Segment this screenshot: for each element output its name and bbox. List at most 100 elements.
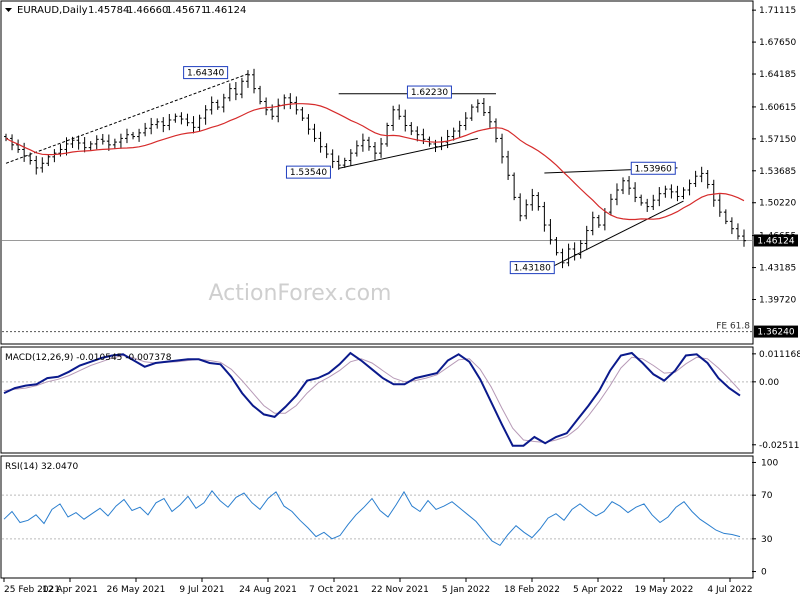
annotation-box-4 — [509, 261, 555, 275]
macd-indicator: 0.011168 0.00 -0.025117 — [2, 350, 800, 451]
price-bar — [614, 183, 619, 206]
rsi-line — [3, 489, 741, 547]
rsi-tick-label-3: 0 — [761, 568, 767, 578]
price-bar — [681, 187, 686, 200]
price-bar — [167, 113, 172, 131]
price-bar — [258, 85, 263, 105]
price-bar — [112, 138, 117, 149]
price-bar — [294, 96, 299, 115]
price-bar — [306, 114, 311, 135]
ohlc-low: 1.45671 — [166, 5, 207, 16]
time-tick-label-6: 22 Nov 2021 — [371, 585, 429, 595]
price-bar — [252, 68, 257, 94]
price-bar — [70, 136, 75, 148]
price-bar — [179, 112, 184, 125]
price-bar — [391, 105, 396, 131]
rsi-indicator: 100 70 30 0 — [2, 458, 778, 578]
trendlines — [5, 73, 684, 269]
time-tick-label-11: 4 Jul 2022 — [707, 585, 752, 595]
price-bar — [729, 217, 734, 235]
price-bar — [137, 128, 142, 142]
price-tick-label-8: 1.43185 — [759, 264, 796, 274]
time-tick-label-3: 9 Jul 2021 — [179, 585, 224, 595]
last-price-box — [754, 234, 798, 247]
fe-level-group: FE 61.8 1.36240 — [2, 322, 798, 338]
price-bar — [227, 83, 232, 102]
price-bar — [608, 193, 613, 216]
price-bar — [221, 93, 226, 113]
price-bar — [288, 93, 293, 110]
price-bar — [324, 143, 329, 159]
macd-label: MACD(12,26,9) -0.010545 -0.007378 — [5, 353, 172, 363]
price-bar — [524, 199, 529, 220]
price-bar — [64, 137, 69, 156]
dropdown-triangle-icon[interactable] — [5, 8, 12, 12]
price-bar — [318, 131, 323, 153]
price-bar — [94, 135, 99, 150]
price-bar — [155, 118, 160, 129]
price-bar — [233, 81, 238, 101]
price-bar — [354, 140, 359, 157]
watermark-text: ActionForex.com — [209, 281, 392, 306]
price-bar — [197, 114, 202, 132]
price-bar — [342, 157, 347, 168]
time-tick-label-5: 7 Oct 2021 — [309, 585, 359, 595]
time-tick-label-10: 19 May 2022 — [635, 585, 694, 595]
annotation-label-0: 1.64340 — [187, 69, 224, 79]
price-bar — [475, 99, 480, 113]
price-bar — [149, 117, 154, 135]
price-bar — [500, 133, 505, 164]
macd-tick-label-2: -0.025117 — [759, 441, 800, 451]
annotation-box-3 — [630, 161, 676, 175]
price-bar — [481, 98, 486, 117]
price-tick-label-2: 1.64185 — [759, 70, 796, 80]
price-bar — [723, 209, 728, 225]
ohlc-high: 1.46660 — [127, 5, 168, 16]
price-bar — [518, 193, 523, 222]
price-bar — [590, 211, 595, 236]
price-bar — [173, 113, 178, 123]
time-tick-label-7: 5 Jan 2022 — [442, 585, 490, 595]
price-bar — [554, 237, 559, 256]
price-bar — [40, 157, 45, 173]
price-bar — [282, 94, 287, 110]
price-bar — [379, 137, 384, 158]
price-bar — [469, 104, 474, 121]
price-bar — [693, 170, 698, 187]
price-axis: 1.71115 1.67650 1.64185 1.60615 1.57150 1.536… — [752, 6, 796, 305]
annotation-label-2: 1.53540 — [290, 168, 327, 178]
price-bar — [300, 107, 305, 121]
price-bar — [76, 135, 81, 150]
price-bar — [22, 142, 27, 162]
price-bar — [578, 240, 583, 259]
price-bar — [566, 243, 571, 267]
price-bar — [572, 242, 577, 261]
annotation-label-3: 1.53960 — [635, 164, 672, 174]
wedge-support-line — [550, 200, 684, 269]
main-panel-frame — [0, 0, 754, 345]
price-tick-label-9: 1.39720 — [759, 295, 796, 305]
price-tick-label-3: 1.60615 — [759, 103, 796, 113]
ohlc-close: 1.46124 — [205, 5, 246, 16]
rsi-panel-frame — [0, 455, 754, 579]
price-bar — [621, 177, 626, 195]
annotation-box-0 — [183, 66, 229, 80]
price-tick-label-1: 1.67650 — [759, 38, 796, 48]
annotation-label-1: 1.62230 — [411, 88, 448, 98]
price-bar — [336, 155, 341, 170]
price-bar — [403, 109, 408, 132]
last-price-line-group: 1.46124 — [2, 234, 798, 247]
fe-label: FE 61.8 — [716, 322, 750, 332]
price-bar — [735, 223, 740, 240]
price-bar — [639, 194, 644, 206]
price-bar — [536, 192, 541, 211]
price-bars — [4, 68, 746, 269]
price-bar — [512, 172, 517, 201]
moving-average-group — [5, 103, 745, 221]
rsi-tick-label-2: 30 — [761, 535, 773, 545]
price-bar — [584, 225, 589, 251]
price-bar — [451, 127, 456, 141]
price-bar — [52, 149, 57, 163]
